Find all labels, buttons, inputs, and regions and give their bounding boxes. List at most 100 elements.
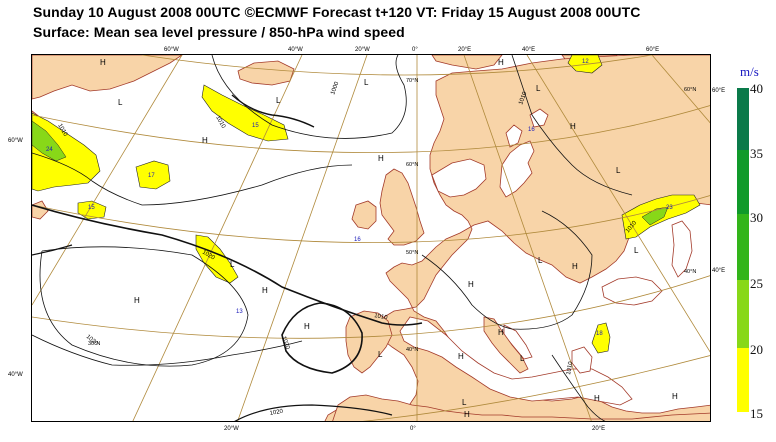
pressure-centre: H — [498, 58, 504, 67]
parallel-30n — [362, 355, 710, 421]
wind-label-layer: 12 24 15 17 15 16 16 13 23 18 — [46, 59, 673, 337]
pressure-centre: H — [572, 262, 578, 271]
isobar-value-label: 1020 — [280, 336, 290, 351]
wind-area-azores — [195, 234, 239, 284]
legend-swatch-35-40 — [737, 88, 749, 150]
meridian-20e — [463, 55, 592, 421]
pressure-centre: H — [262, 286, 268, 295]
parallel-40n — [32, 275, 710, 339]
pressure-centre: L — [378, 350, 383, 359]
legend-swatch-30-35 — [737, 150, 749, 214]
lon-label-top-20e: 20°E — [458, 47, 472, 53]
pressure-centre: H — [468, 280, 474, 289]
latitude-label: 40°N — [406, 347, 418, 353]
pressure-centre: H — [594, 394, 600, 403]
lon-label-bottom-20e: 20°E — [592, 426, 606, 432]
isobar-value-label: 1000 — [330, 80, 340, 95]
isobar-1020-newfoundland — [32, 244, 73, 256]
iberia-land — [345, 310, 393, 374]
latitude-label: 40°N — [684, 269, 696, 275]
wind-area-labrador-sea — [135, 160, 171, 190]
isobar-value-label: 1010 — [374, 313, 389, 321]
lon-label-top-20w: 20°W — [355, 47, 370, 53]
pressure-centre: H — [672, 392, 678, 401]
wind-speed-label: 15 — [88, 205, 95, 211]
white-sea — [529, 108, 549, 128]
isobar-1010-scandinavia — [511, 55, 633, 196]
pressure-centre: H — [458, 352, 464, 361]
wind-area-aegean — [591, 322, 611, 354]
isobar-value-label: 1010 — [518, 90, 528, 105]
lon-label-top-40e: 40°E — [522, 47, 536, 53]
legend-tick: 35 — [750, 146, 763, 161]
lon-label-top-60e: 60°E — [646, 47, 660, 53]
mediterranean-sea — [399, 316, 633, 406]
parallel-60n — [32, 105, 710, 154]
wind-shading-layer — [32, 55, 701, 354]
wind-speed-label: 16 — [528, 127, 535, 133]
weather-map: H L L L H H H H H H L H L L H H L H L L … — [31, 54, 711, 422]
wind-speed-label: 24 — [46, 147, 53, 153]
north-sea — [431, 158, 487, 198]
meridian-40e — [526, 55, 710, 353]
britain-land — [379, 168, 425, 246]
pressure-centre: L — [538, 256, 543, 265]
edge-label-left-60w: 60°W — [8, 138, 23, 144]
pressure-centre: H — [498, 328, 504, 337]
isobar-layer — [32, 55, 633, 421]
pressure-centre: L — [462, 398, 467, 407]
isobar-1010-azores — [32, 334, 303, 366]
meridian-60e — [651, 55, 710, 124]
wind-speed-label: 17 — [148, 173, 155, 179]
lon-label-bottom-0: 0° — [410, 426, 416, 432]
ireland-land — [351, 200, 377, 230]
legend-unit: m/s — [740, 64, 759, 79]
isobar-1010-europe — [421, 210, 593, 330]
parallel-50n — [32, 195, 710, 244]
pressure-centre: H — [378, 154, 384, 163]
isobar-1010-mid — [39, 246, 249, 367]
latitude-label: 60°N — [406, 162, 418, 168]
pressure-centre: H — [202, 136, 208, 145]
meridian-60w — [32, 55, 183, 306]
wind-speed-label: 15 — [252, 123, 259, 129]
pressure-centre: H — [464, 410, 470, 419]
wind-speed-label: 13 — [236, 309, 243, 315]
italy-land — [483, 316, 529, 374]
africa-land — [332, 394, 710, 421]
caspian-sea — [671, 220, 693, 278]
pressure-centre: L — [364, 78, 369, 87]
isobar-1020-south — [234, 404, 393, 421]
legend-swatch-20-25 — [737, 280, 749, 348]
wind-area-barents — [567, 55, 603, 74]
wind-speed-label: 12 — [582, 59, 589, 65]
forecast-subtitle: Surface: Mean sea level pressure / 850-h… — [33, 24, 405, 40]
wind-area-mid-atlantic — [77, 200, 107, 220]
pressure-centre: L — [536, 84, 541, 93]
wind-speed-legend: m/s 40 35 30 25 20 15 — [718, 64, 776, 424]
greenland-land — [32, 55, 183, 100]
isobar-value-label: 1020 — [269, 409, 284, 417]
legend-tick: 20 — [750, 342, 763, 357]
wind-area-greenland-east — [201, 84, 289, 142]
map-canvas: H L L L H H H H H H L H L L H H L H L L … — [32, 55, 710, 421]
wind-speed-label: 16 — [354, 237, 361, 243]
coordinate-label-layer: 60°W 40°W 20°W 70°N 60°N 50°N 40°N 30°N … — [88, 78, 696, 353]
isobar-value-label: 1010 — [566, 361, 574, 376]
pressure-centre: H — [134, 296, 140, 305]
pressure-centre: H — [304, 322, 310, 331]
black-sea — [601, 276, 663, 306]
svalbard-land — [431, 55, 503, 70]
bothnia-gulf — [505, 124, 523, 148]
wind-area-labrador — [32, 112, 101, 192]
isobar-1020-high — [281, 302, 363, 374]
meridian-40w — [132, 55, 303, 421]
pressure-centre: H — [570, 122, 576, 131]
latitude-label: 60°N — [684, 87, 696, 93]
pressure-centre: L — [230, 260, 235, 269]
legend-tick: 25 — [750, 276, 763, 291]
legend-tick: 15 — [750, 406, 763, 421]
legend-tick: 40 — [750, 81, 763, 96]
wind-speed-label: 18 — [596, 331, 603, 337]
wind-speed-label: 23 — [666, 205, 673, 211]
